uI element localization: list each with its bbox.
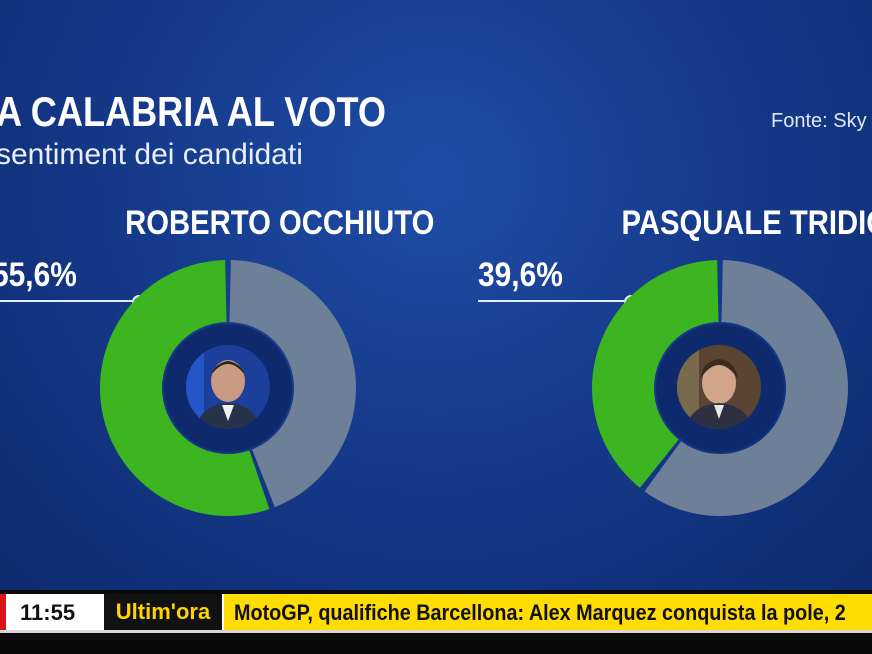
broadcast-graphic: A CALABRIA AL VOTO sentiment dei candida… — [0, 0, 872, 590]
source-label: Fonte: Sky — [771, 110, 867, 132]
candidate-name-right: PASQUALE TRIDICO — [621, 204, 872, 242]
ticker-clock: 11:55 — [20, 600, 76, 625]
candidate-name-left: ROBERTO OCCHIUTO — [125, 204, 435, 242]
live-marker — [0, 594, 6, 630]
leader-line-right — [478, 300, 624, 302]
percent-label-left: 55,6% — [0, 256, 77, 294]
person-photo-icon — [186, 345, 270, 429]
page-subtitle: sentiment dei candidati — [0, 138, 303, 171]
news-ticker: 11:55 Ultim'ora MotoGP, qualifiche Barce… — [0, 590, 872, 654]
percent-label-right: 39,6% — [478, 256, 563, 294]
slice-positive — [99, 260, 270, 516]
leader-line-left — [0, 300, 132, 302]
slice-remainder — [644, 260, 848, 516]
ticker-headline-box: MotoGP, qualifiche Barcellona: Alex Marq… — [224, 594, 872, 630]
slice-positive — [592, 260, 719, 488]
slice-remainder — [229, 260, 356, 508]
person-photo-icon — [677, 345, 761, 429]
ticker-underline — [0, 630, 872, 633]
breaking-news-tag: Ultim'ora — [104, 594, 222, 630]
ticker-headline: MotoGP, qualifiche Barcellona: Alex Marq… — [234, 600, 846, 625]
page-title: A CALABRIA AL VOTO — [0, 88, 386, 135]
